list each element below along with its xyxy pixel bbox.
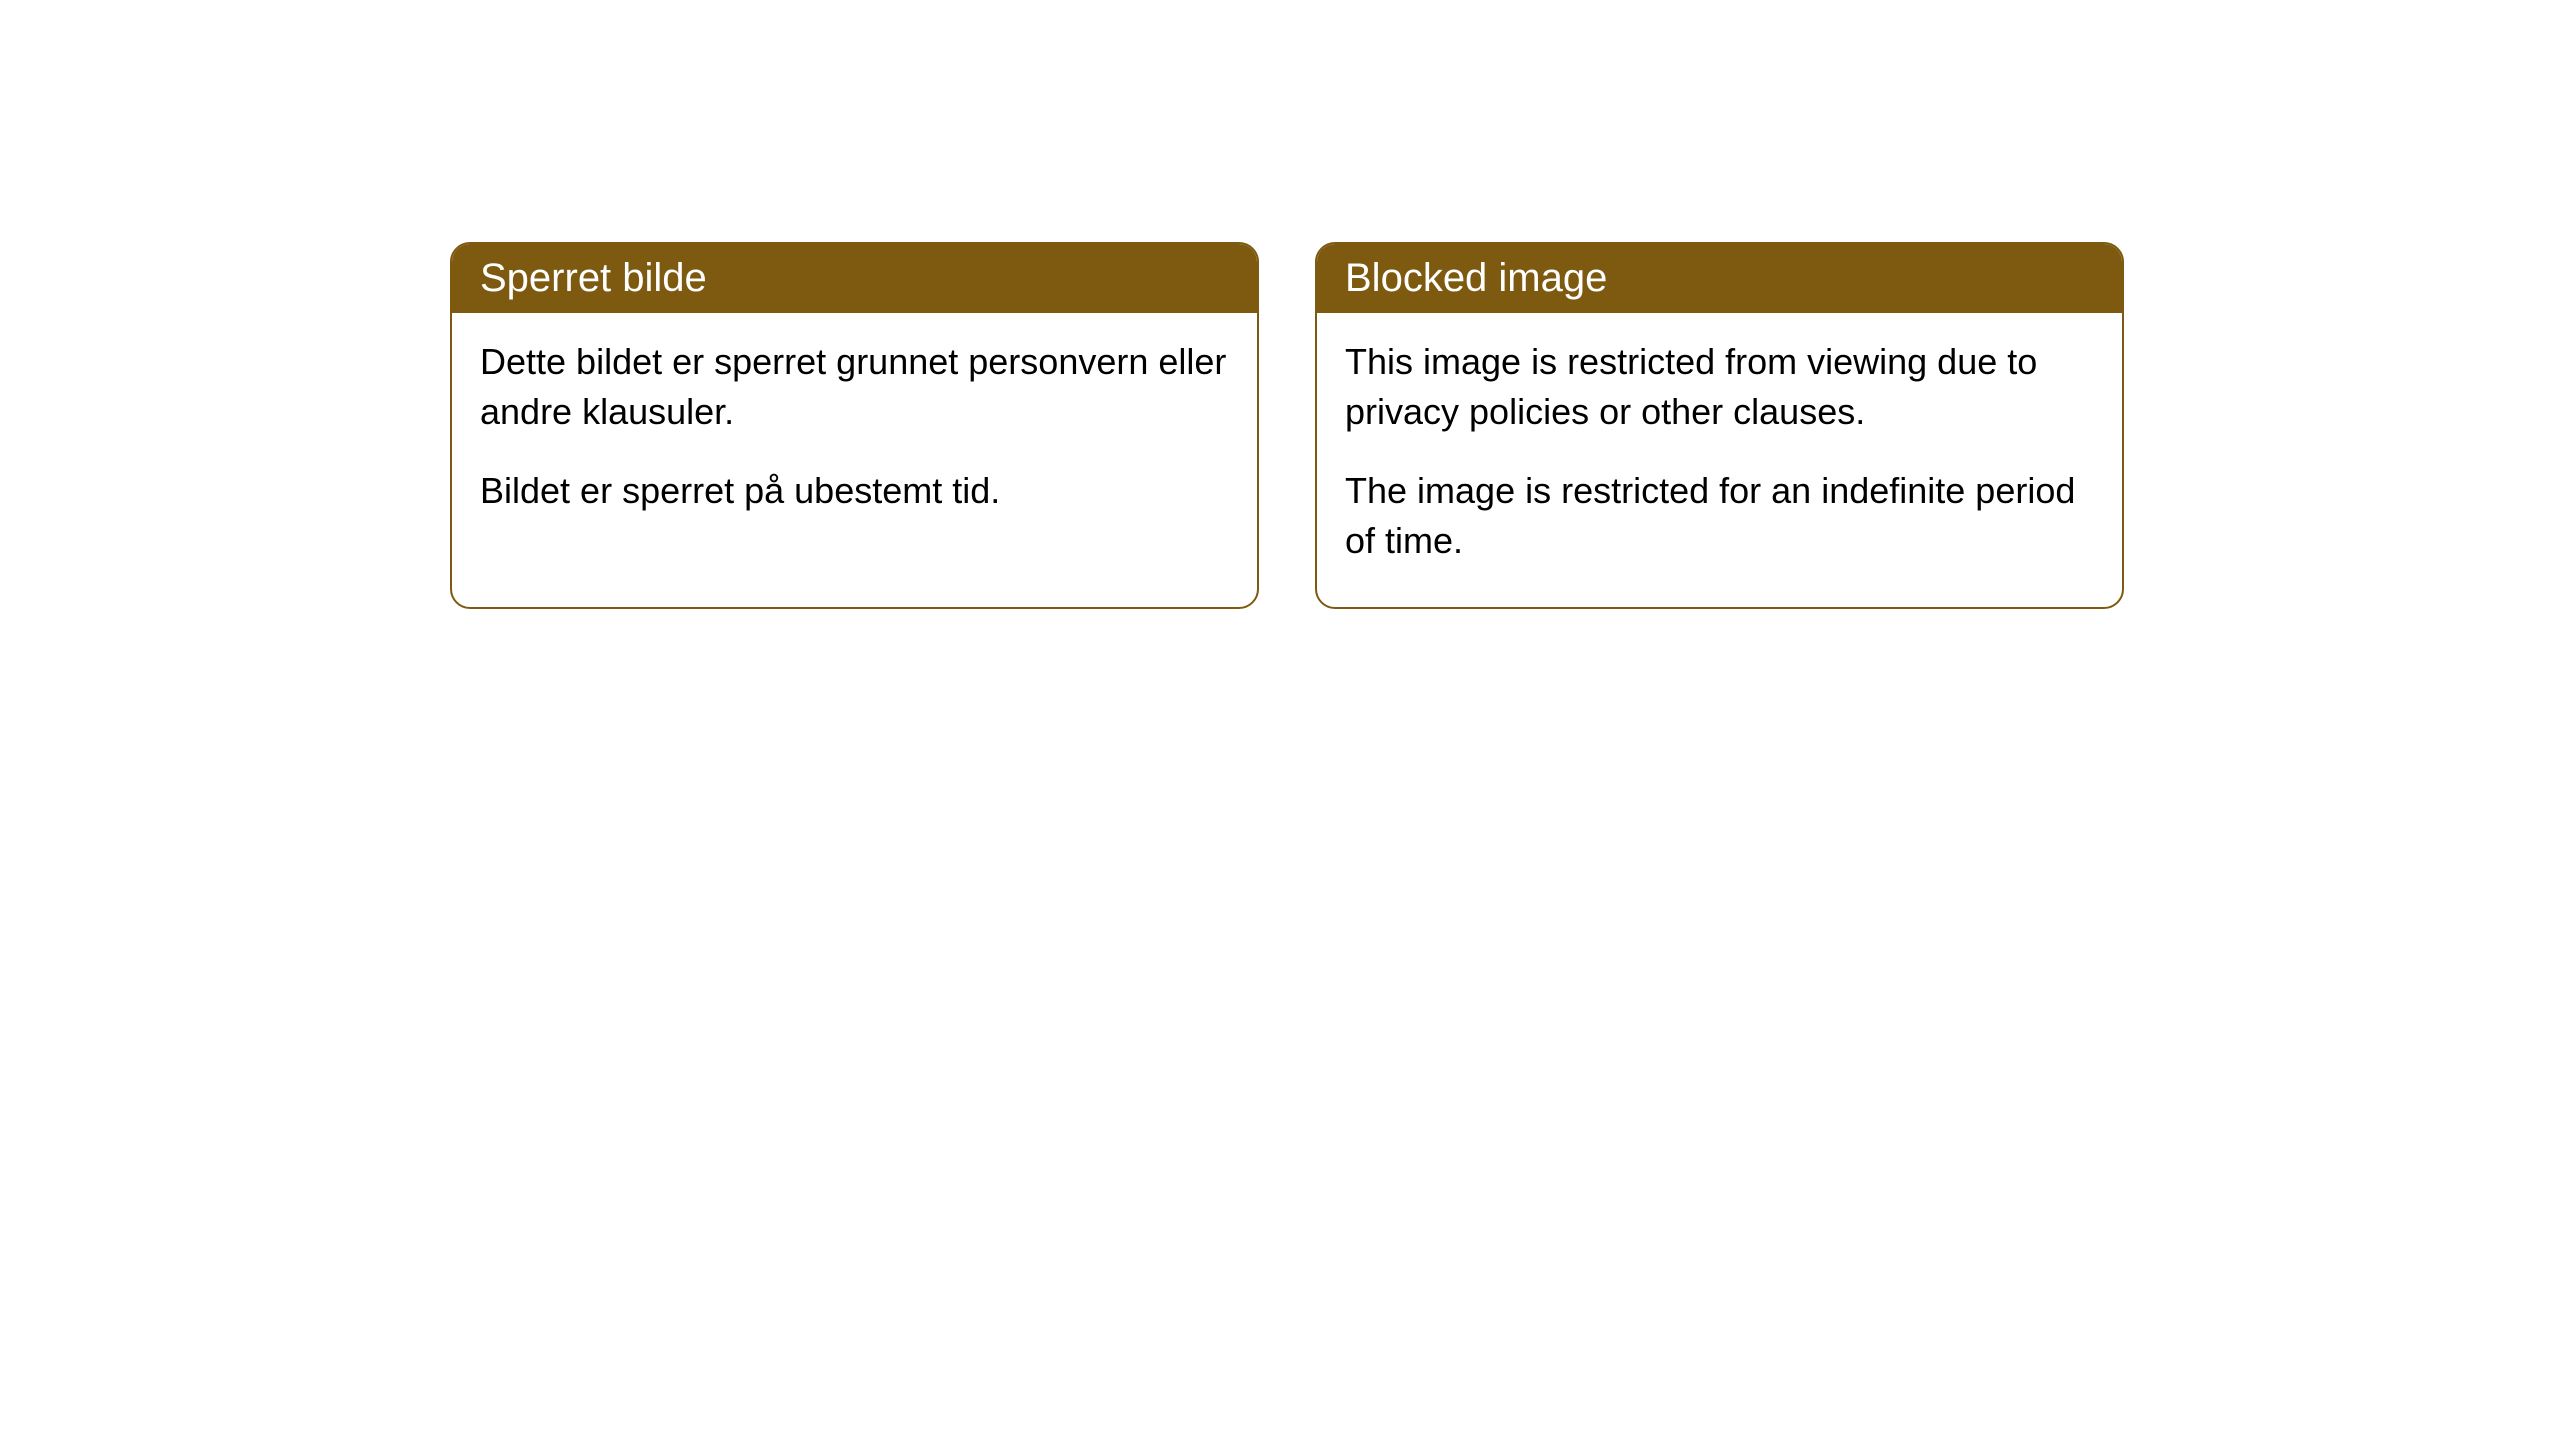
blocked-image-card-norwegian: Sperret bilde Dette bildet er sperret gr… [450,242,1259,609]
card-title-norwegian: Sperret bilde [480,256,707,300]
card-paragraph-2-english: The image is restricted for an indefinit… [1345,466,2094,567]
notice-cards-container: Sperret bilde Dette bildet er sperret gr… [450,242,2124,609]
card-paragraph-1-english: This image is restricted from viewing du… [1345,337,2094,438]
card-header-english: Blocked image [1317,244,2122,313]
card-body-english: This image is restricted from viewing du… [1317,313,2122,607]
card-paragraph-2-norwegian: Bildet er sperret på ubestemt tid. [480,466,1229,516]
card-paragraph-1-norwegian: Dette bildet er sperret grunnet personve… [480,337,1229,438]
blocked-image-card-english: Blocked image This image is restricted f… [1315,242,2124,609]
card-title-english: Blocked image [1345,256,1607,300]
card-header-norwegian: Sperret bilde [452,244,1257,313]
card-body-norwegian: Dette bildet er sperret grunnet personve… [452,313,1257,556]
